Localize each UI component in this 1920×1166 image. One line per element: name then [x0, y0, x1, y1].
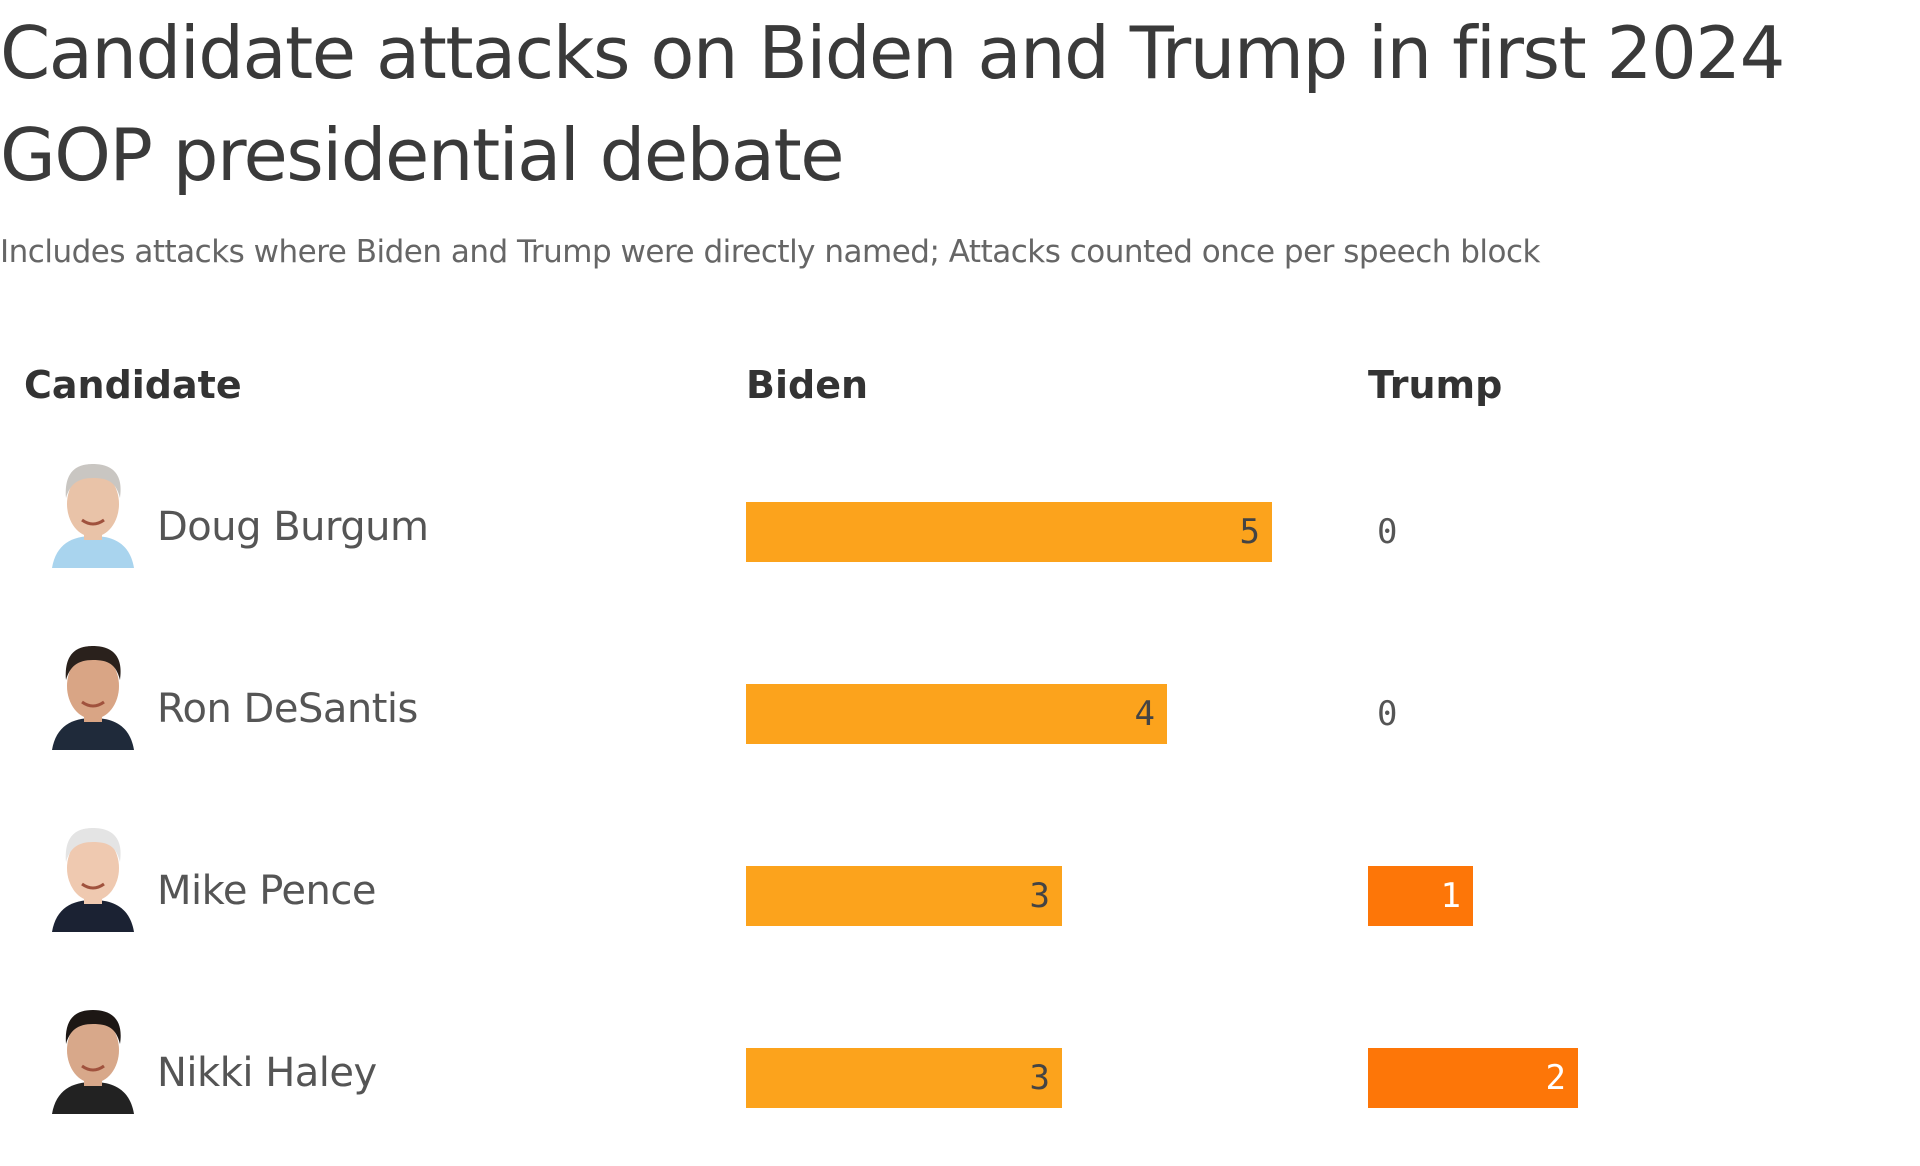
- biden-attacks-value: 3: [1029, 876, 1050, 916]
- trump-attacks-value: 0: [1377, 694, 1398, 734]
- column-header-biden: Biden: [746, 363, 869, 407]
- column-header-candidate: Candidate: [24, 363, 242, 407]
- candidate-name: Nikki Haley: [157, 1050, 377, 1096]
- candidate-name: Ron DeSantis: [157, 686, 418, 732]
- trump-attacks-bar: 1: [1368, 866, 1473, 926]
- chart-subtitle: Includes attacks where Biden and Trump w…: [0, 234, 1541, 270]
- candidate-row: Nikki Haley 3 2: [0, 986, 1920, 1166]
- candidate-photo-icon: [52, 828, 134, 932]
- candidate-row: Ron DeSantis 4 0: [0, 622, 1920, 802]
- candidate-photo-icon: [52, 646, 134, 750]
- trump-attacks-value: 1: [1440, 876, 1461, 916]
- biden-attacks-bar: 5: [746, 502, 1272, 562]
- biden-attacks-value: 3: [1029, 1058, 1050, 1098]
- candidate-photo-icon: [52, 1010, 134, 1114]
- biden-attacks-bar: 3: [746, 1048, 1062, 1108]
- biden-attacks-bar: 3: [746, 866, 1062, 926]
- trump-attacks-bar: 2: [1368, 1048, 1578, 1108]
- candidate-row: Doug Burgum 5 0: [0, 440, 1920, 620]
- biden-attacks-value: 5: [1239, 512, 1260, 552]
- candidate-name: Mike Pence: [157, 868, 376, 914]
- candidate-name: Doug Burgum: [157, 504, 429, 550]
- biden-attacks-bar: 4: [746, 684, 1167, 744]
- trump-attacks-value: 0: [1377, 512, 1398, 552]
- candidate-row: Mike Pence 3 1: [0, 804, 1920, 984]
- trump-attacks-value: 2: [1545, 1058, 1566, 1098]
- chart-title: Candidate attacks on Biden and Trump in …: [0, 11, 1785, 197]
- column-header-trump: Trump: [1368, 363, 1503, 407]
- candidate-photo-icon: [52, 464, 134, 568]
- biden-attacks-value: 4: [1134, 694, 1155, 734]
